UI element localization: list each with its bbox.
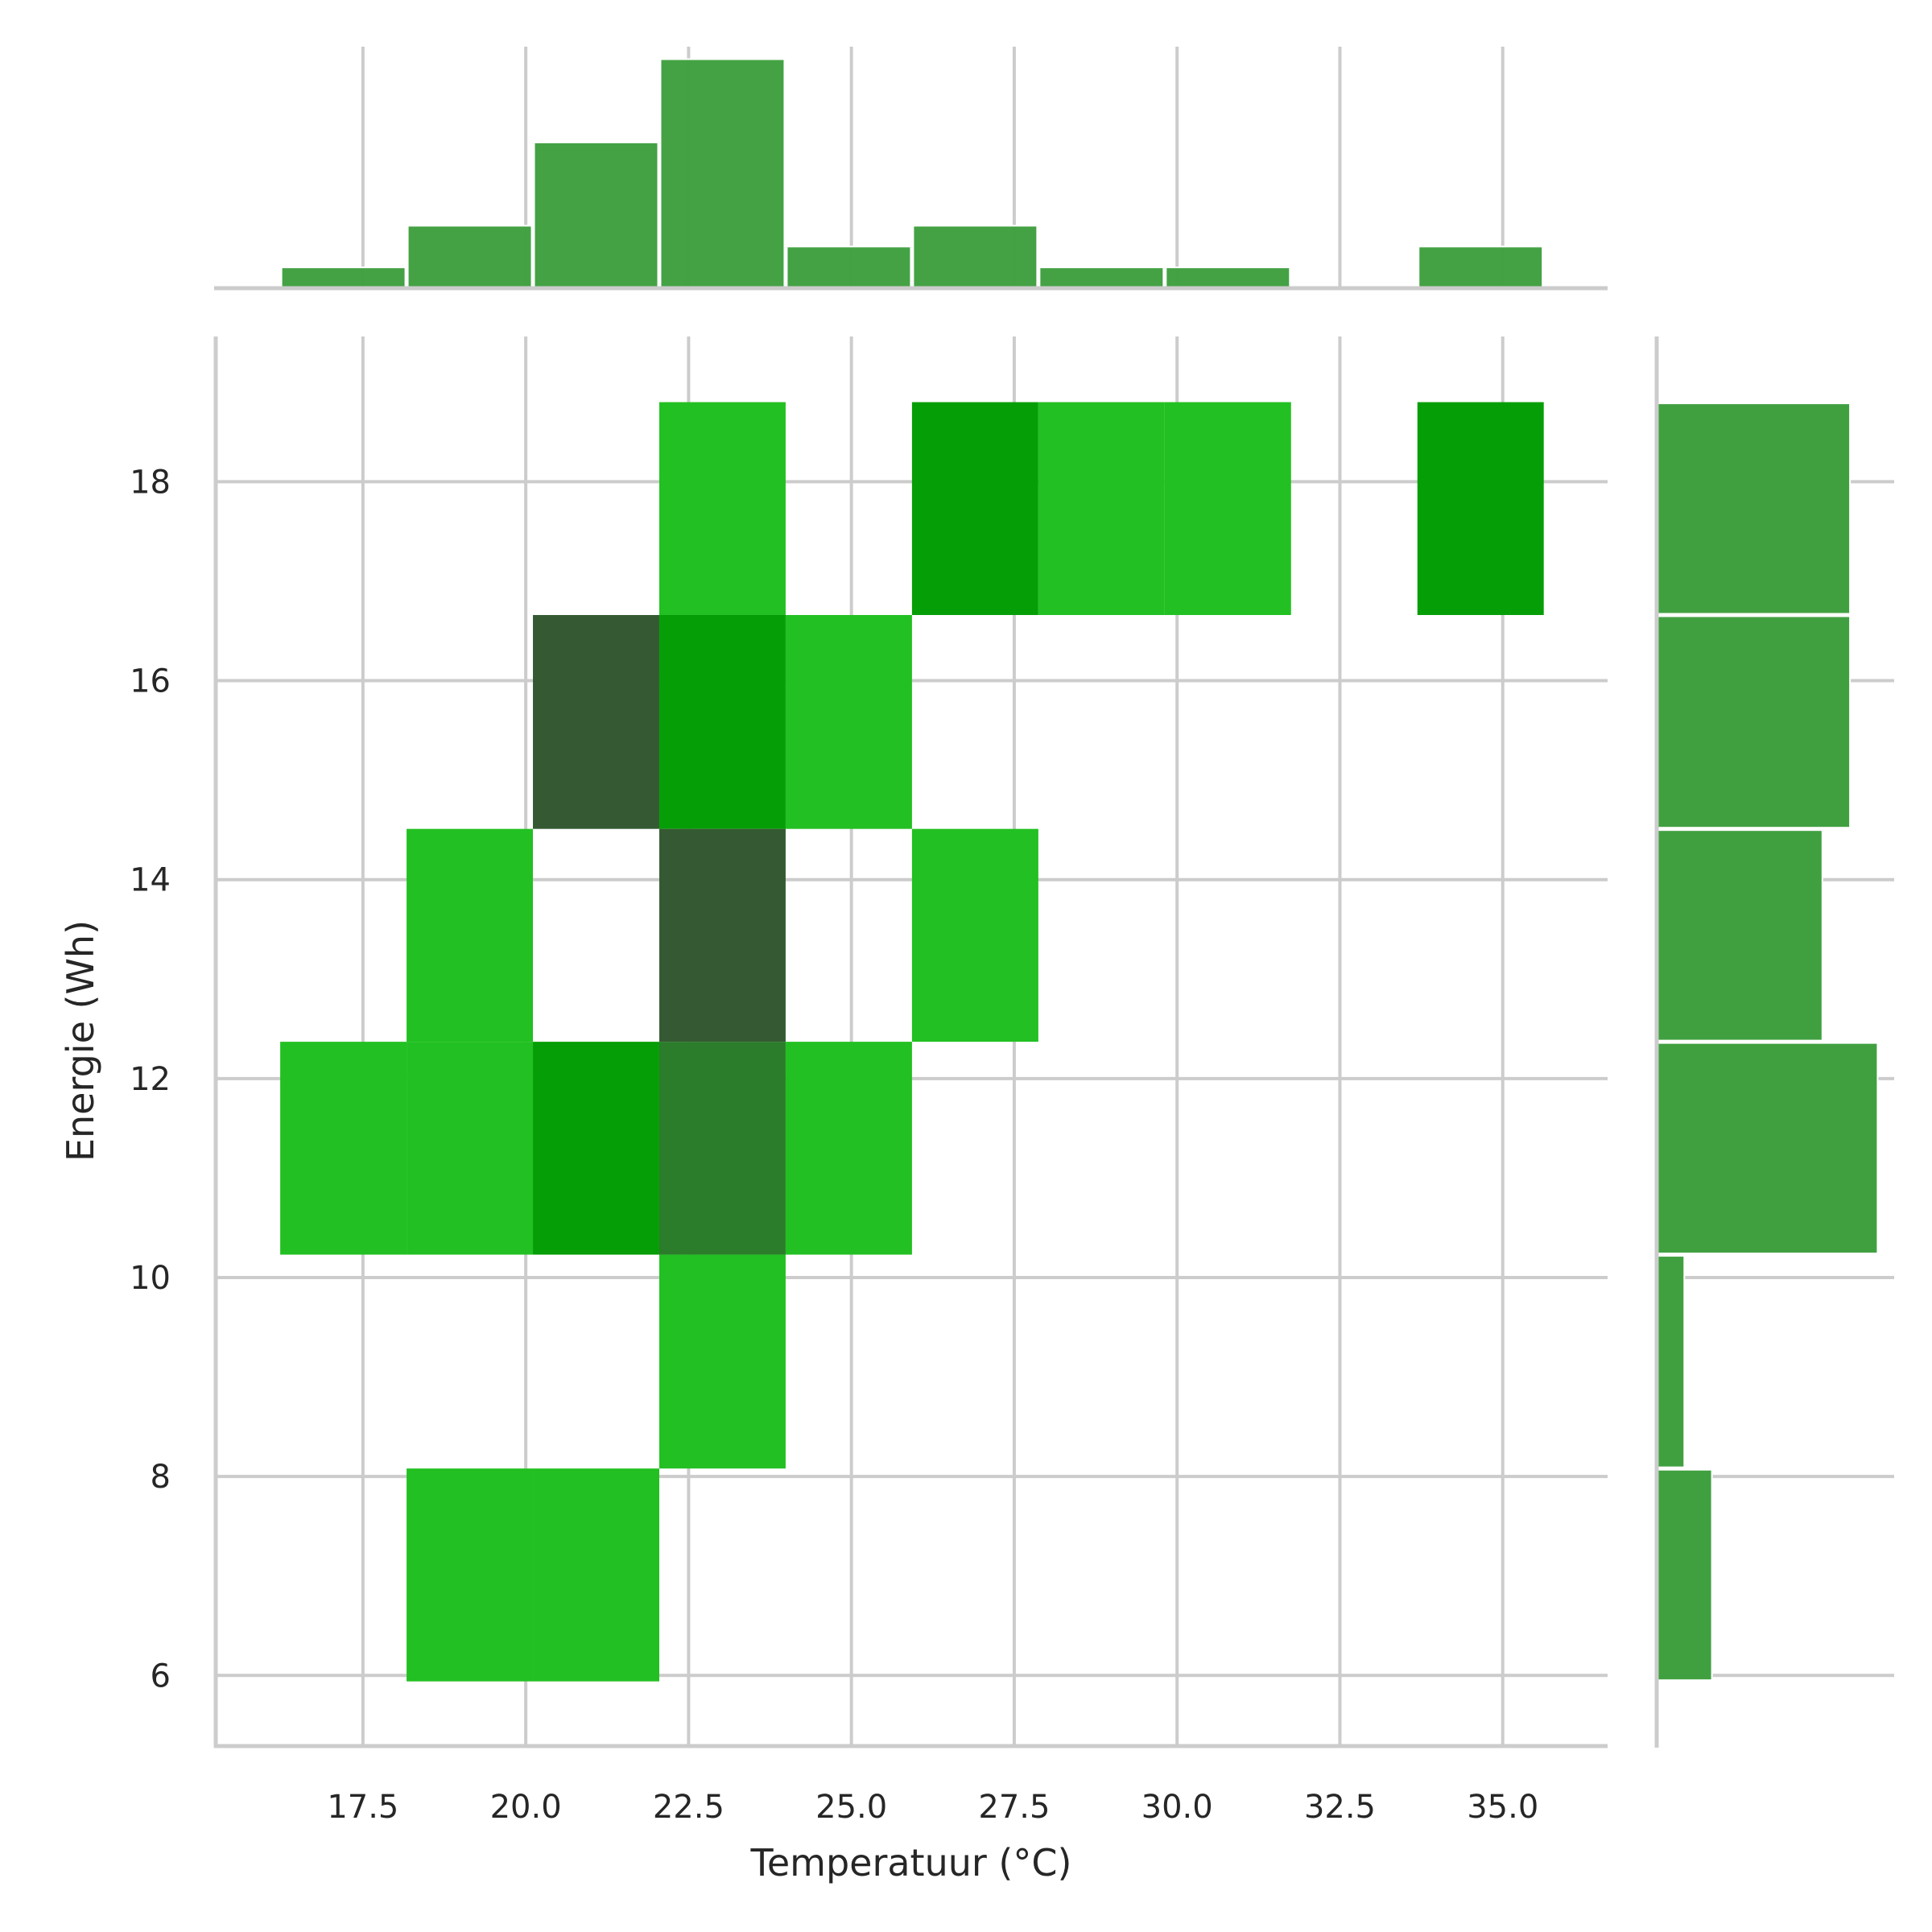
heatmap-cell (407, 1468, 534, 1682)
right-hist-bar (1656, 615, 1852, 829)
heatmap-cell (658, 828, 786, 1042)
top-hist-bar (786, 246, 912, 289)
heatmap-cell (785, 1042, 912, 1255)
top-hist-bar (407, 225, 533, 289)
heatmap-cells (280, 402, 1544, 1682)
y-tick-label: 16 (130, 663, 171, 700)
y-axis-label: Energie (Wh) (59, 920, 102, 1162)
right-hist-bar (1656, 1042, 1879, 1255)
right-hist-bar (1656, 1255, 1686, 1468)
heatmap-cell (407, 1042, 534, 1255)
x-tick-label: 22.5 (653, 1789, 724, 1826)
x-tick-label: 20.0 (490, 1789, 562, 1826)
heatmap-cell (280, 1042, 407, 1255)
heatmap-cell (533, 614, 659, 829)
y-tick-label: 12 (130, 1061, 171, 1098)
top-hist-bar (280, 266, 407, 290)
x-tick-label: 32.5 (1304, 1789, 1376, 1826)
y-tick-label: 8 (151, 1459, 171, 1496)
x-tick-label: 25.0 (815, 1789, 887, 1826)
x-tick-label: 17.5 (327, 1789, 398, 1826)
top-hist-bar (912, 225, 1038, 289)
top-hist-bar (1165, 266, 1291, 290)
x-tick-label: 35.0 (1467, 1789, 1538, 1826)
heatmap-cell (785, 614, 912, 829)
heatmap-cell (658, 402, 786, 615)
axis-spines (213, 286, 1659, 1748)
right-marginal-histogram (1656, 402, 1879, 1682)
heatmap-cell (658, 614, 786, 829)
y-tick-label: 6 (151, 1657, 171, 1695)
top-hist-bar (1418, 246, 1544, 289)
y-tick-label: 14 (130, 862, 171, 899)
top-marginal-histogram (280, 58, 1544, 290)
x-tick-label: 27.5 (978, 1789, 1050, 1826)
heatmap-cell (658, 1254, 786, 1469)
x-tick-label: 30.0 (1141, 1789, 1213, 1826)
x-tick-labels: 17.5 20.0 22.5 25.0 27.5 30.0 32.5 35.0 (327, 1789, 1538, 1826)
heatmap-cell (1038, 402, 1165, 615)
x-axis-label: Temperatuur (°C) (750, 1841, 1072, 1885)
heatmap-cell (911, 828, 1038, 1042)
right-hist-bar (1656, 402, 1852, 615)
y-tick-labels: 6 8 10 12 14 16 18 (130, 464, 171, 1695)
heatmap-cell (658, 1042, 786, 1255)
heatmap-cell (1417, 402, 1544, 615)
y-tick-label: 18 (130, 464, 171, 501)
heatmap-cell (1164, 402, 1291, 615)
right-hist-bar (1656, 1468, 1713, 1682)
top-hist-bar (533, 141, 659, 289)
top-hist-bar (1038, 266, 1165, 290)
top-hist-bar (659, 58, 786, 289)
right-hist-bar (1656, 829, 1823, 1042)
heatmap-cell (911, 402, 1038, 615)
heatmap-cell (407, 828, 534, 1042)
heatmap-cell (533, 1042, 659, 1255)
y-tick-label: 10 (130, 1260, 171, 1297)
heatmap-cell (533, 1468, 659, 1682)
